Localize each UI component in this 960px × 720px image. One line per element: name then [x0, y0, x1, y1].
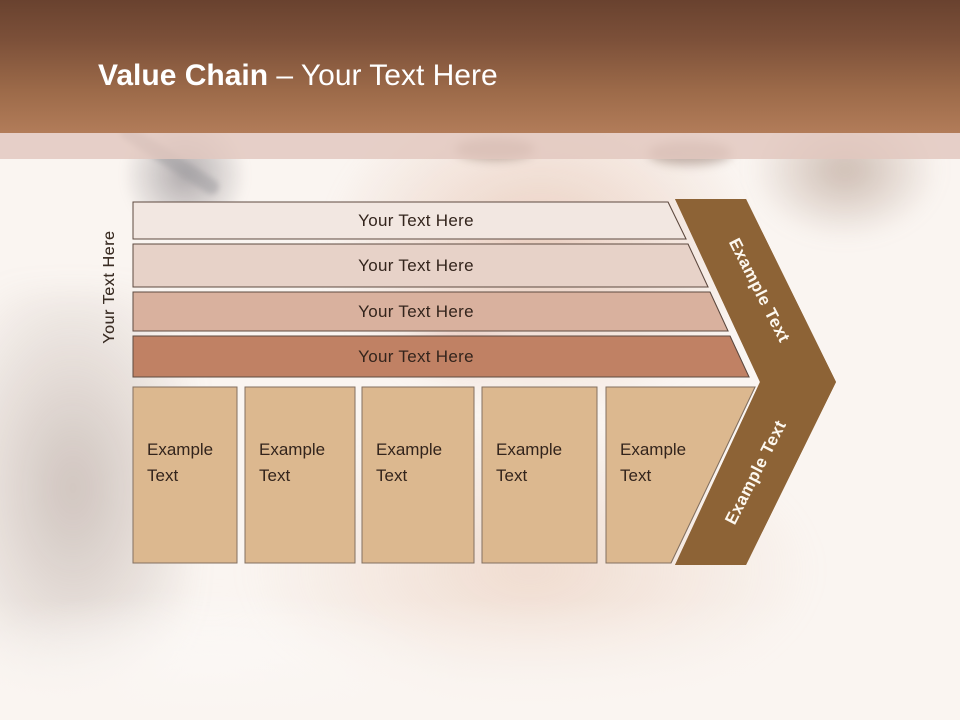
- bar-label-2[interactable]: Your Text Here: [358, 255, 474, 275]
- header-band: Value Chain – Your Text Here: [0, 0, 960, 133]
- process-box-3[interactable]: [361, 386, 475, 564]
- box-label-5[interactable]: Example Text: [620, 440, 687, 485]
- box-label-1[interactable]: Example Text: [147, 440, 214, 485]
- header-strip: [0, 133, 960, 159]
- title-regular-text: – Your Text Here: [268, 59, 498, 92]
- bar-shape-4[interactable]: [132, 335, 750, 378]
- process-box-5[interactable]: [605, 386, 756, 564]
- bar-label-4[interactable]: Your Text Here: [358, 346, 474, 366]
- box-label-4[interactable]: Example Text: [496, 440, 563, 485]
- process-box-2[interactable]: [244, 386, 356, 564]
- box-label-3[interactable]: Example Text: [376, 440, 443, 485]
- process-box-4[interactable]: [481, 386, 598, 564]
- bar-label-1[interactable]: Your Text Here: [358, 210, 474, 230]
- slide-title[interactable]: Value Chain – Your Text Here: [98, 58, 498, 94]
- process-box-1[interactable]: [132, 386, 238, 564]
- bar-label-3[interactable]: Your Text Here: [358, 301, 474, 321]
- bar-shape-2[interactable]: [132, 243, 709, 288]
- bar-shape-3[interactable]: [132, 291, 729, 332]
- bar-shape-1[interactable]: [132, 201, 687, 240]
- arrow-chevron-shape[interactable]: [675, 199, 836, 565]
- title-bold-text: Value Chain: [98, 59, 269, 92]
- reflection-fade-overlay: [0, 600, 960, 720]
- side-axis-label[interactable]: Your Text Here: [101, 230, 118, 344]
- box-label-2[interactable]: Example Text: [259, 440, 326, 485]
